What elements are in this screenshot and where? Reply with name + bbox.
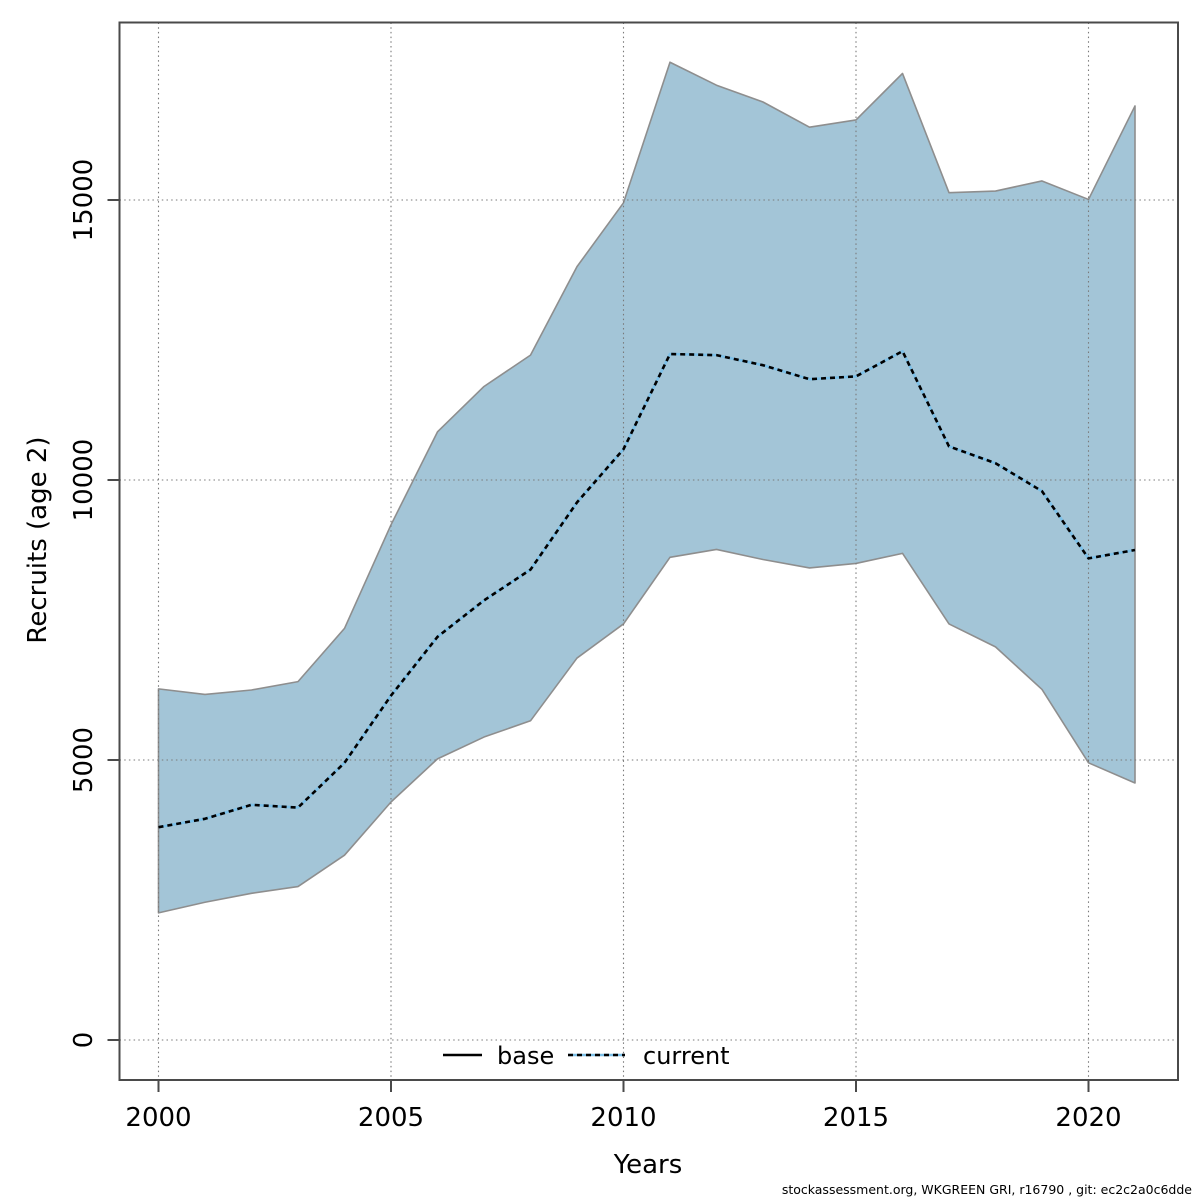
confidence-band bbox=[157, 61, 1136, 914]
x-tick-label: 2010 bbox=[590, 1103, 656, 1133]
plot-frame bbox=[118, 21, 1179, 1081]
x-tick-label: 2020 bbox=[1055, 1103, 1121, 1133]
y-tick-label: 5000 bbox=[69, 727, 99, 793]
x-tick-label: 2015 bbox=[823, 1103, 889, 1133]
y-tick-label: 15000 bbox=[69, 159, 99, 242]
x-tick-label: 2000 bbox=[125, 1103, 191, 1133]
x-tick-label: 2005 bbox=[358, 1103, 424, 1133]
current-median-line-dashes bbox=[158, 349, 1136, 829]
y-tick-label: 10000 bbox=[69, 439, 99, 522]
legend: base current bbox=[443, 1042, 730, 1070]
y-tick-label: 0 bbox=[69, 1032, 99, 1049]
plot-area: 0 5000 10000 15000 2000 2005 2010 2015 2020 bbox=[69, 21, 1179, 1133]
legend-base-label: base bbox=[497, 1042, 554, 1070]
x-axis-title: Years bbox=[613, 1150, 683, 1180]
y-axis-title: Recruits (age 2) bbox=[23, 436, 53, 643]
footer-attribution: stockassessment.org, WKGREEN GRI, r16790… bbox=[782, 1182, 1192, 1197]
legend-current-label: current bbox=[643, 1042, 730, 1070]
